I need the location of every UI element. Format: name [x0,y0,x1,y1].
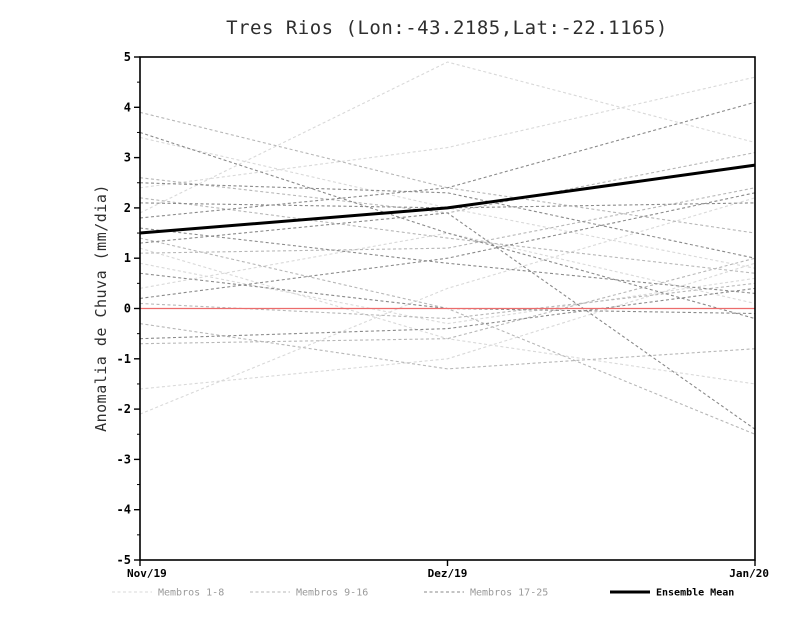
member-line-group-1 [139,61,756,214]
member-line-group-2 [139,237,756,435]
member-line-group-1 [139,136,756,269]
legend: Membros 1-8 Membros 9-16 Membros 17-25 Ense… [112,588,734,599]
member-line-group-1 [139,76,756,189]
legend-entry-4: Ensemble Mean [610,588,734,599]
member-line-group-2 [139,111,756,234]
legend-label: Membros 1-8 [158,588,224,599]
member-line-group-2 [139,197,756,274]
y-tick-label: 2 [124,201,131,215]
x-tick-label: Jan/20 [729,567,769,580]
x-tick-label: Dez/19 [428,567,468,580]
y-tick-label: 4 [124,100,131,114]
member-line-group-1 [139,247,756,385]
ensemble-mean-line [139,163,756,235]
y-tick-label: -1 [117,352,131,366]
member-line-group-3 [139,287,756,340]
member-line-group-2 [139,187,756,254]
member-line-group-2 [139,257,756,345]
member-line-group-3 [139,192,756,299]
y-tick-label: 5 [124,50,131,64]
series-layer [139,61,756,435]
x-tick-label: Nov/19 [127,567,167,580]
member-line-group-3 [139,227,756,294]
member-line-group-3 [139,131,756,320]
y-tick-label: -4 [117,503,131,517]
member-line-group-1 [139,232,756,305]
axis-layer: -5 -4 -3 -2 -1 0 1 2 3 4 5 Nov/19 Dez/19 Jan/20 [117,50,769,580]
chart-title: Tres Rios (Lon:-43.2185,Lat:-22.1165) [226,17,668,39]
legend-entry-2: Membros 9-16 [250,588,368,599]
legend-label: Ensemble Mean [656,588,734,599]
y-tick-label: 3 [124,151,131,165]
member-line-group-3 [139,212,756,430]
member-line-group-2 [139,282,756,320]
legend-entry-1: Membros 1-8 [112,588,224,599]
y-tick-label: 0 [124,302,131,316]
member-line-group-3 [139,182,756,259]
y-tick-label: -3 [117,452,131,466]
y-tick-label: -5 [117,553,131,567]
member-line-group-2 [139,323,756,370]
member-line-group-3 [139,101,756,219]
legend-label: Membros 17-25 [470,588,548,599]
member-line-group-1 [139,197,756,415]
member-line-group-3 [139,202,756,209]
legend-entry-3: Membros 17-25 [424,588,548,599]
y-tick-label: -2 [117,402,131,416]
y-axis-title: Anomalia de Chuva (mm/dia) [92,184,110,432]
y-tick-label: 1 [124,251,131,265]
legend-label: Membros 9-16 [296,588,368,599]
